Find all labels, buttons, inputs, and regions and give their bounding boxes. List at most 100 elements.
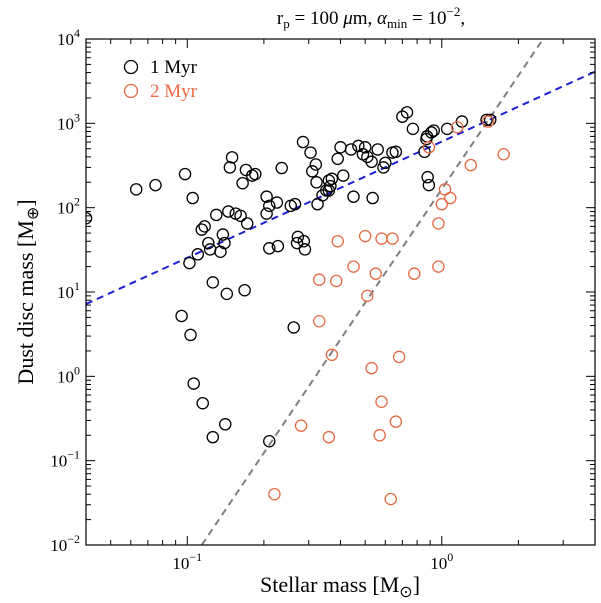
- data-point-series-1: [238, 283, 251, 297]
- data-point-series-1: [216, 228, 230, 241]
- y-tick-label: 10−1: [50, 448, 80, 471]
- data-point-series-1: [483, 113, 497, 127]
- data-point-series-1: [206, 430, 220, 444]
- data-point-series-1: [309, 158, 323, 171]
- data-point-series-1: [298, 243, 312, 256]
- y-tick-label: 10−2: [50, 532, 80, 555]
- data-point-series-1: [275, 161, 288, 175]
- y-axis-label: Dust disc mass [M⊕]: [13, 199, 42, 384]
- data-point-series-2: [331, 234, 344, 248]
- data-point-series-1: [306, 165, 319, 178]
- data-point-series-1: [347, 190, 360, 203]
- data-point-series-2: [444, 191, 457, 205]
- data-point-series-1: [344, 143, 358, 156]
- data-point-series-1: [223, 161, 237, 174]
- data-point-series-2: [464, 158, 478, 172]
- data-point-series-2: [375, 395, 388, 408]
- data-point-series-2: [389, 415, 403, 428]
- data-point-series-2: [312, 273, 326, 286]
- data-point-series-1: [396, 110, 409, 123]
- data-point-series-2: [408, 267, 421, 280]
- data-point-series-1: [263, 434, 276, 448]
- data-point-series-2: [322, 430, 336, 444]
- data-point-series-2: [325, 348, 339, 362]
- data-point-series-2: [435, 197, 449, 211]
- legend-marker: [123, 59, 139, 75]
- data-point-series-1: [186, 191, 199, 205]
- data-point-series-1: [234, 209, 247, 223]
- data-point-series-2: [432, 260, 445, 273]
- data-point-series-2: [347, 260, 360, 273]
- data-point-series-1: [175, 309, 188, 323]
- data-point-series-1: [236, 176, 249, 190]
- data-point-series-1: [325, 172, 339, 186]
- data-point-series-1: [225, 151, 239, 164]
- fit-lines: [86, 39, 595, 545]
- data-point-series-1: [400, 106, 414, 119]
- data-point-series-1: [260, 207, 273, 220]
- data-point-series-2: [369, 267, 382, 280]
- data-point-series-1: [191, 248, 205, 261]
- data-point-series-1: [427, 124, 441, 137]
- data-point-series-2: [386, 232, 399, 245]
- y-tick-label: 104: [57, 26, 80, 49]
- data-points: [86, 106, 510, 506]
- data-point-series-2: [358, 229, 372, 243]
- data-point-series-2: [497, 147, 510, 161]
- data-point-series-1: [406, 122, 420, 136]
- data-point-series-1: [219, 418, 232, 431]
- plot-frame: [85, 38, 596, 546]
- data-point-series-1: [336, 169, 350, 182]
- data-point-series-1: [222, 205, 235, 218]
- legend-marker: [123, 83, 139, 99]
- data-point-series-1: [365, 155, 378, 169]
- data-point-series-1: [358, 141, 372, 154]
- data-point-series-1: [287, 321, 300, 334]
- data-point-series-1: [178, 167, 192, 181]
- data-point-series-1: [480, 113, 493, 127]
- data-point-series-1: [418, 145, 431, 159]
- data-point-series-2: [361, 289, 374, 303]
- data-point-series-2: [432, 217, 445, 230]
- data-point-series-1: [218, 236, 231, 250]
- data-point-series-1: [260, 190, 273, 203]
- data-point-series-1: [366, 191, 379, 205]
- data-point-series-2: [373, 429, 386, 442]
- data-point-series-2: [330, 274, 343, 288]
- data-point-series-2: [294, 419, 308, 432]
- data-point-series-1: [263, 199, 276, 213]
- data-point-series-1: [271, 239, 285, 253]
- y-tick-label: 100: [57, 363, 80, 386]
- axis-ticks: [85, 38, 596, 546]
- data-point-series-1: [440, 122, 454, 136]
- y-tick-label: 103: [57, 110, 80, 133]
- legend-label: 2 Myr: [150, 81, 198, 102]
- data-point-series-1: [245, 169, 259, 182]
- data-point-series-1: [220, 287, 234, 301]
- data-point-series-2: [365, 361, 378, 375]
- legend: 1 Myr 2 Myr: [123, 57, 198, 102]
- tick-labels: 10−1 100 10−2 10−1 100 101 102 103 104: [50, 26, 453, 573]
- data-point-series-1: [322, 174, 336, 187]
- data-point-series-1: [263, 242, 276, 255]
- data-point-series-2: [422, 141, 436, 154]
- data-point-series-1: [304, 146, 317, 159]
- data-point-series-2: [392, 350, 406, 364]
- data-point-series-2: [312, 314, 326, 328]
- data-point-series-1: [240, 217, 254, 230]
- data-point-series-1: [297, 234, 311, 248]
- data-point-series-1: [290, 236, 304, 250]
- data-point-series-1: [202, 236, 215, 250]
- data-point-series-1: [206, 276, 220, 289]
- x-tick-label: 100: [430, 550, 453, 573]
- data-point-series-1: [425, 126, 438, 139]
- data-point-series-1: [389, 145, 403, 159]
- data-point-series-1: [129, 183, 143, 196]
- data-point-series-1: [334, 141, 347, 154]
- data-point-series-1: [324, 179, 337, 193]
- data-point-series-2: [481, 115, 495, 128]
- data-point-series-1: [296, 135, 310, 149]
- data-point-series-2: [375, 232, 388, 245]
- data-point-series-1: [371, 143, 384, 156]
